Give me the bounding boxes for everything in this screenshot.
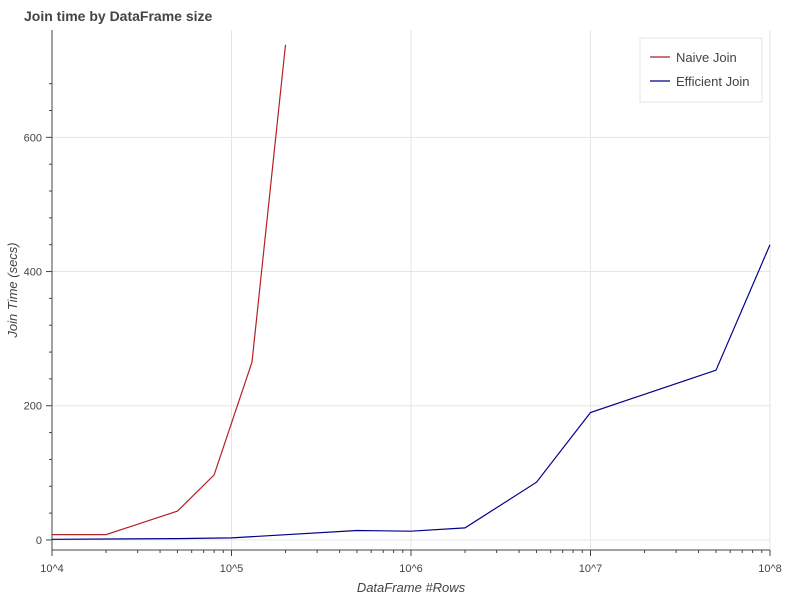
x-tick-label: 10^6 (399, 563, 423, 575)
chart-title: Join time by DataFrame size (24, 8, 213, 24)
x-tick-label: 10^7 (579, 563, 603, 575)
y-tick-label: 400 (24, 267, 42, 279)
x-axis-label: DataFrame #Rows (357, 580, 466, 595)
series-line-naive-join (52, 44, 287, 536)
y-axis-label: Join Time (secs) (5, 242, 20, 338)
x-tick-label: 10^4 (40, 563, 64, 575)
y-tick-label: 600 (24, 132, 42, 144)
y-tick-label: 200 (24, 401, 42, 413)
x-tick-label: 10^8 (758, 563, 782, 575)
legend-label: Efficient Join (676, 74, 749, 89)
y-tick-label: 0 (36, 535, 42, 547)
series-line-efficient-join (51, 244, 771, 540)
legend-box (639, 37, 763, 103)
x-tick-label: 10^5 (220, 563, 244, 575)
legend-label: Naive Join (676, 50, 737, 65)
